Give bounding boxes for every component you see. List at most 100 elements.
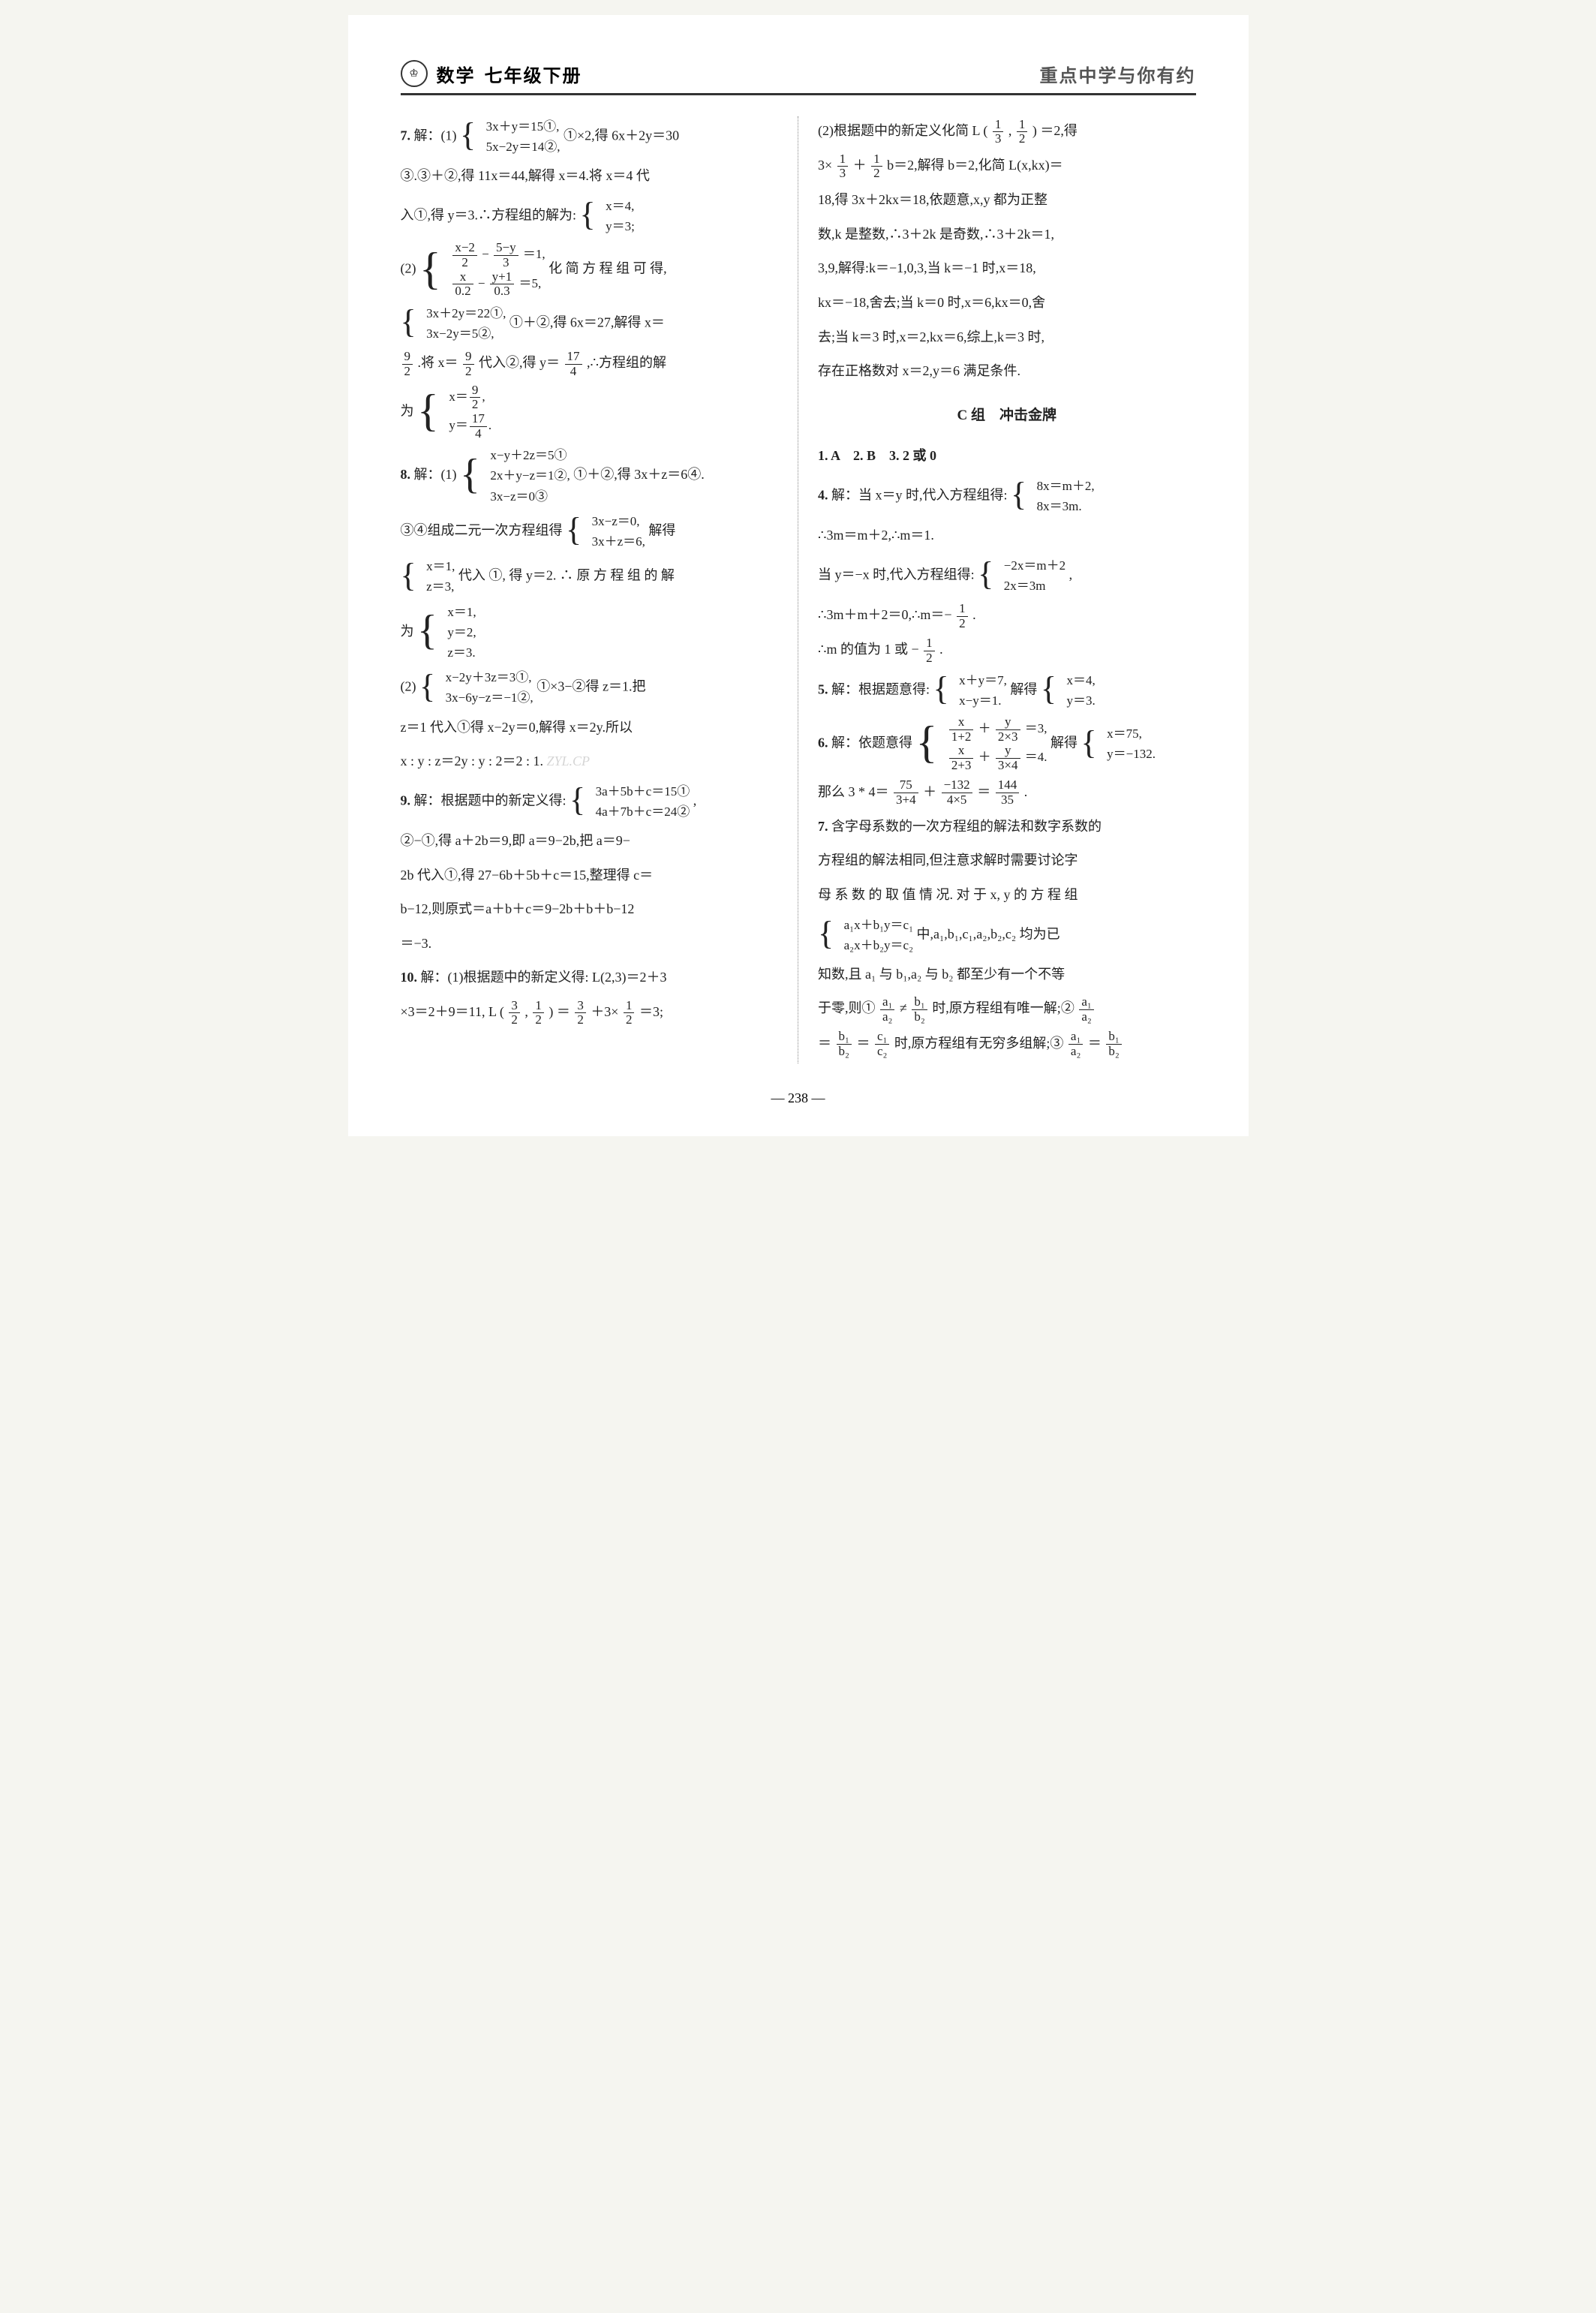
- p7-step4: 化 简 方 程 组 可 得,: [549, 261, 667, 276]
- c5-sys2b: y＝3.: [1067, 690, 1096, 711]
- p7-fr3: 174: [565, 350, 582, 378]
- p10b-step7: 去;当 k＝3 时,x＝2,kx＝6,综上,k＝3 时,: [818, 323, 1196, 353]
- p10b-step4: 数,k 是整数,∴3＋2k 是奇数,∴3＋2k＝1,: [818, 220, 1196, 250]
- c-ans-text: 1. A 2. B 3. 2 或 0: [818, 448, 936, 463]
- p8-sys4b: 3x−6y−z＝−1②,: [446, 687, 534, 708]
- c6-sys1b: x2+3 ＋ y3×4 ＝4.: [948, 744, 1047, 772]
- p8-sys1: x−y＋2z＝5① 2x＋y−z＝1②, 3x−z＝0③: [485, 445, 570, 507]
- c7-text6-pre: 于零,则①: [818, 1000, 876, 1015]
- p7-sys3b: 3x−2y＝5②,: [426, 323, 506, 344]
- p10b-f4: 12: [871, 152, 882, 181]
- p8-step3: 解得: [648, 522, 675, 537]
- c4-sys2: −2x＝m＋2 2x＝3m: [999, 555, 1066, 596]
- p8-solc: z＝3.: [447, 642, 476, 663]
- p8-sys3: x＝1, z＝3,: [422, 556, 455, 597]
- c6-eq3: ＝: [977, 784, 990, 799]
- p10-comma: ,: [524, 1004, 528, 1019]
- c7-text7-pre: ＝: [818, 1036, 831, 1051]
- c6-f4: −1324×5: [942, 778, 972, 807]
- p10-step1-pre: ×3＝2＋9＝11, L: [401, 1004, 497, 1019]
- c5-sys2a: x＝4,: [1067, 670, 1096, 690]
- p7-part2-label: (2): [401, 261, 416, 276]
- c4-step2: 当 y＝−x 时,代入方程组得:: [818, 567, 975, 582]
- p8-sys3b: z＝3,: [426, 576, 455, 597]
- p7-number: 7.: [401, 128, 411, 143]
- series-label: 重点中学与你有约: [1040, 61, 1196, 87]
- grade-label: 七年级下册: [485, 61, 582, 87]
- c7-r3c: c₁c₂: [875, 1030, 889, 1058]
- p10-number: 10.: [401, 970, 418, 985]
- p7-sys1b: 5x−2y＝14②,: [486, 137, 561, 157]
- content-columns: 7. 解：(1) { 3x＋y＝15①, 5x−2y＝14②, ①×2,得 6x…: [401, 116, 1196, 1063]
- p7-sys2: x−22 − 5−y3 ＝1, x0.2 − y+10.3 ＝5,: [446, 241, 545, 299]
- c6-step1-pre: 那么 3 * 4＝: [818, 784, 889, 799]
- p9-step3: b−12,则原式＝a＋b＋c＝9−2b＋b＋b−12: [401, 895, 779, 925]
- problem-10: 10. 解：(1)根据题中的新定义得: L(2,3)＝2＋3: [401, 963, 779, 993]
- p7-sol1b: y＝3;: [606, 216, 635, 236]
- c7-r2a: a₁a₂: [1079, 995, 1093, 1024]
- brace-icon: {: [978, 559, 993, 589]
- p9-label: 解：根据题中的新定义得:: [414, 793, 567, 808]
- c7-line7: ＝ b₁b₂ ＝ c₁c₂ 时,原方程组有无穷多组解;③ a₁a₂ ＝ b₁b₂: [818, 1029, 1196, 1059]
- c6-sol: x＝75, y＝−132.: [1102, 723, 1156, 764]
- c6-sys1: x1+2 ＋ y2×3 ＝3, x2+3 ＋ y3×4 ＝4.: [943, 715, 1047, 773]
- c6-f5: 14435: [996, 778, 1020, 807]
- c6-solb: y＝−132.: [1107, 744, 1156, 764]
- problem-7: 7. 解：(1) { 3x＋y＝15①, 5x−2y＝14②, ①×2,得 6x…: [401, 116, 779, 157]
- p7-step9: 为: [401, 403, 414, 418]
- p10b-comma: ,: [1008, 123, 1012, 138]
- c6-mid: 解得: [1050, 735, 1078, 750]
- c5-label: 解：根据题意得:: [831, 681, 930, 696]
- c7-r4a: a₁a₂: [1069, 1030, 1083, 1058]
- p7-sys1a: 3x＋y＝15①,: [486, 116, 561, 137]
- c4-line4: ∴3m＋m＋2＝0,∴m＝− 12 .: [818, 600, 1196, 630]
- p9-step1: ②−①,得 a＋2b＝9,即 a＝9−2b,把 a＝9−: [401, 826, 779, 856]
- brace-icon: {: [1081, 728, 1097, 758]
- p8-part2-label: (2): [401, 678, 416, 693]
- problem-c7: 7. 含字母系数的一次方程组的解法和数字系数的: [818, 812, 1196, 842]
- p7-sol1a: x＝4,: [606, 196, 635, 216]
- c4-sys1: 8x＝m＋2, 8x＝3m.: [1032, 476, 1095, 516]
- p10b-rp: ): [1032, 123, 1037, 138]
- p7-step8: ,∴方程组的解: [587, 355, 666, 370]
- c4-line3: 当 y＝−x 时,代入方程组得: { −2x＝m＋2 2x＝3m ,: [818, 555, 1196, 596]
- p10-step1-mid: ＝: [557, 1004, 570, 1019]
- p8-number: 8.: [401, 467, 411, 482]
- p7-part2: (2) { x−22 − 5−y3 ＝1, x0.2 − y+10.3 ＝5,: [401, 241, 779, 299]
- problem-9: 9. 解：根据题中的新定义得: { 3a＋5b＋c＝15① 4a＋7b＋c＝24…: [401, 781, 779, 822]
- page-header: ♔ 数学 七年级下册 重点中学与你有约: [401, 60, 1196, 95]
- brace-icon: {: [417, 612, 437, 649]
- p8-sys4: x−2y＋3z＝3①, 3x−6y−z＝−1②,: [441, 667, 534, 708]
- p8-step4: 代入 ①, 得 y＝2. ∴ 原 方 程 组 的 解: [458, 568, 675, 583]
- c4-step3-pre: ∴3m＋m＋2＝0,∴m＝−: [818, 607, 952, 622]
- p10-f3: 32: [575, 999, 586, 1027]
- c7-line4: { a₁x＋b₁y＝c₁ a₂x＋b₂y＝c₂ 中,a₁,b₁,c₁,a₂,b₂…: [818, 915, 1196, 955]
- p8-step5: 为: [401, 624, 414, 639]
- c4-number: 4.: [818, 487, 828, 502]
- p7-step1: ①×2,得 6x＋2y＝30: [564, 128, 679, 143]
- p7-step2: ③.③＋②,得 11x＝44,解得 x＝4.将 x＝4 代: [401, 168, 650, 183]
- p7-line3: 入①,得 y＝3.∴方程组的解为: { x＝4, y＝3;: [401, 196, 779, 236]
- page: ♔ 数学 七年级下册 重点中学与你有约 7. 解：(1) { 3x＋y＝15①,…: [348, 15, 1249, 1136]
- p8-label: 解：(1): [414, 467, 457, 482]
- c6-number: 6.: [818, 735, 828, 750]
- p10-rp: ): [549, 1004, 553, 1019]
- p8-sys2b: 3x＋z＝6,: [592, 531, 645, 552]
- brace-icon: {: [419, 672, 435, 702]
- brace-icon: {: [401, 307, 416, 337]
- c7-eq3: ＝: [1088, 1036, 1102, 1051]
- p9-sys1: 3a＋5b＋c＝15① 4a＋7b＋c＝24②: [591, 781, 690, 822]
- p8-line2: ③④组成二元一次方程组得 { 3x−z＝0, 3x＋z＝6, 解得: [401, 511, 779, 552]
- p10b-step6: kx＝−18,舍去;当 k＝0 时,x＝6,kx＝0,舍: [818, 288, 1196, 318]
- p10b-step2-pre: 3×: [818, 158, 832, 173]
- p9-sys1a: 3a＋5b＋c＝15①: [596, 781, 690, 802]
- c7-neq: ≠: [900, 1000, 907, 1015]
- c7-r1b: b₁b₂: [912, 995, 927, 1024]
- p9-step4: ＝−3.: [401, 929, 779, 959]
- c7-text6-post: 时,原方程组有唯一解;②: [932, 1000, 1075, 1015]
- p7-label: 解：(1): [414, 128, 457, 143]
- p8-sys1c: 3x−z＝0③: [490, 486, 570, 507]
- problem-8: 8. 解：(1) { x−y＋2z＝5① 2x＋y−z＝1②, 3x−z＝0③ …: [401, 445, 779, 507]
- p7-line6: 92 .将 x＝ 92 代入②,得 y＝ 174 ,∴方程组的解: [401, 348, 779, 378]
- c4-step1: ∴3m＝m＋2,∴m＝1.: [818, 521, 1196, 551]
